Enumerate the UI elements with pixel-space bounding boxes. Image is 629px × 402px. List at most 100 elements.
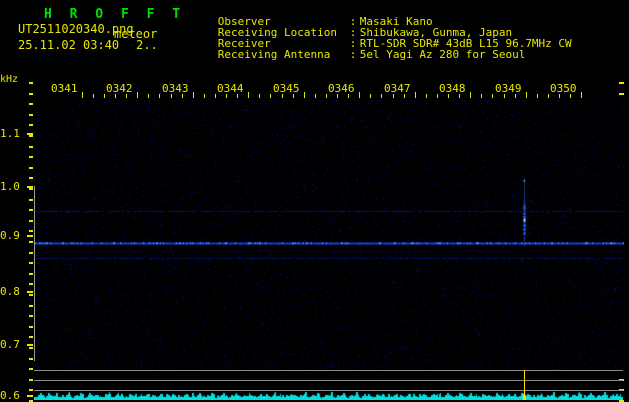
x-axis-minor-tick <box>404 94 405 98</box>
x-axis-minor-tick <box>148 94 149 98</box>
x-axis-tick-label: 0350 <box>550 82 577 95</box>
y-axis-tick-label: 1.0 <box>0 180 20 193</box>
metadata-value: RTL-SDR SDR# 43dB L15 96.7MHz CW <box>359 37 572 50</box>
y-axis-tick-mark <box>27 235 33 237</box>
event-type-label: meteor <box>114 27 158 41</box>
metadata-key: Receiving Antenna <box>217 48 331 61</box>
app-title: H R O F F T <box>44 7 186 22</box>
y-axis-tick-label: 0.9 <box>0 229 20 242</box>
x-axis-minor-tick <box>393 94 394 98</box>
y-axis-tick-mark <box>27 291 33 293</box>
event-time-marker <box>524 370 525 400</box>
x-axis-minor-tick <box>104 94 105 98</box>
y-axis-minor-tick <box>29 273 33 275</box>
y-axis-minor-tick <box>29 220 33 222</box>
header-panel: H R O F F T UT2511020340.png meteor 25.1… <box>0 0 629 70</box>
x-axis-minor-tick <box>337 94 338 98</box>
reference-grid-line <box>34 380 623 381</box>
x-axis-minor-tick <box>437 94 438 98</box>
x-axis-tick-mark <box>304 92 305 98</box>
y-axis-minor-tick <box>29 379 33 381</box>
spectrogram-plot: kHz 0341 0342 0343 0344 0345 0346 0347 0348 0349… <box>0 70 629 402</box>
metadata-colon: : <box>349 26 357 39</box>
signal-strength-bars <box>34 391 623 400</box>
x-axis-minor-tick <box>270 94 271 98</box>
x-axis-tick-mark <box>415 92 416 98</box>
x-axis-tick-label: 0347 <box>384 82 411 95</box>
metadata-key: Receiver <box>217 37 271 50</box>
y-axis-tick-mark <box>27 395 33 397</box>
datetime-label: 25.11.02 03:40 <box>18 38 120 52</box>
metadata-block: Observer: Masaki Kano Receiving Location:… <box>178 5 572 60</box>
y-axis-minor-tick <box>29 135 33 137</box>
y-axis-minor-tick-right <box>619 82 624 84</box>
x-axis-minor-tick <box>293 94 294 98</box>
x-axis-minor-tick <box>426 94 427 98</box>
x-axis-minor-tick <box>548 94 549 98</box>
y-axis-minor-tick <box>29 124 33 126</box>
x-axis-minor-tick <box>226 94 227 98</box>
x-axis-minor-tick <box>282 94 283 98</box>
signal-strength-strip <box>0 365 629 400</box>
x-axis-minor-tick <box>93 94 94 98</box>
y-axis-tick-label: 0.8 <box>0 285 20 298</box>
y-axis-tick-mark <box>27 344 33 346</box>
metadata-row: Observer: Masaki Kano <box>178 5 572 27</box>
metadata-row: Receiving Antenna:5el Yagi Az 280 for Se… <box>178 38 572 60</box>
x-axis-minor-tick <box>570 94 571 98</box>
x-axis-minor-tick <box>159 94 160 98</box>
y-axis-minor-tick <box>29 209 33 211</box>
y-axis-minor-tick <box>29 358 33 360</box>
x-axis-minor-tick <box>537 94 538 98</box>
x-axis-tick-label: 0346 <box>328 82 355 95</box>
x-axis-minor-tick <box>492 94 493 98</box>
x-axis-tick-mark <box>82 92 83 98</box>
x-axis-minor-tick <box>326 94 327 98</box>
metadata-value: Shibukawa, Gunma, Japan <box>359 26 513 39</box>
x-axis-minor-tick <box>204 94 205 98</box>
x-axis-minor-tick <box>381 94 382 98</box>
x-axis-tick-label: 0348 <box>439 82 466 95</box>
x-axis-tick-label: 0342 <box>106 82 133 95</box>
metadata-colon: : <box>349 37 357 50</box>
filename-label: UT2511020340.png <box>18 22 134 36</box>
y-axis-title: kHz <box>0 74 19 85</box>
x-axis-minor-tick <box>259 94 260 98</box>
y-axis-minor-tick <box>29 315 33 317</box>
metadata-row: Receiving Location: Shibukawa, Gunma, Jap… <box>178 16 572 38</box>
x-axis-minor-tick <box>370 94 371 98</box>
spectrogram-image <box>35 100 624 370</box>
x-axis-tick-label: 0345 <box>273 82 300 95</box>
y-axis-minor-tick <box>29 177 33 179</box>
metadata-row: Receiver: RTL-SDR SDR# 43dB L15 96.7MHz C… <box>178 27 572 49</box>
y-axis-tick-label: 0.7 <box>0 338 20 351</box>
y-axis-minor-tick <box>29 347 33 349</box>
spectrogram-canvas-area[interactable] <box>35 100 624 370</box>
sequence-label: 2.. <box>136 38 158 52</box>
x-axis-tick-label: 0341 <box>51 82 78 95</box>
y-axis-minor-tick <box>29 167 33 169</box>
y-axis-minor-tick <box>29 230 33 232</box>
metadata-key: Receiving Location <box>217 26 337 39</box>
y-axis-tick-mark <box>27 133 33 135</box>
y-axis-minor-tick <box>29 262 33 264</box>
x-axis-minor-tick <box>459 94 460 98</box>
metadata-key: Observer <box>217 15 271 28</box>
metadata-colon: : <box>349 48 357 61</box>
metadata-value: 5el Yagi Az 280 for Seoul <box>359 48 526 61</box>
x-axis-minor-tick <box>448 94 449 98</box>
y-axis-line <box>34 186 35 361</box>
y-axis-minor-tick-right <box>619 93 624 95</box>
y-axis-minor-tick <box>29 93 33 95</box>
y-axis-minor-tick <box>29 146 33 148</box>
x-axis-minor-tick <box>171 94 172 98</box>
y-axis-minor-tick <box>29 389 33 391</box>
y-axis-minor-tick <box>29 283 33 285</box>
x-axis-tick-mark <box>359 92 360 98</box>
x-axis-minor-tick <box>348 94 349 98</box>
x-axis-tick-mark <box>470 92 471 98</box>
y-axis-minor-tick <box>29 199 33 201</box>
x-axis-tick-mark <box>248 92 249 98</box>
x-axis-tick-mark <box>526 92 527 98</box>
y-axis-minor-tick <box>29 241 33 243</box>
